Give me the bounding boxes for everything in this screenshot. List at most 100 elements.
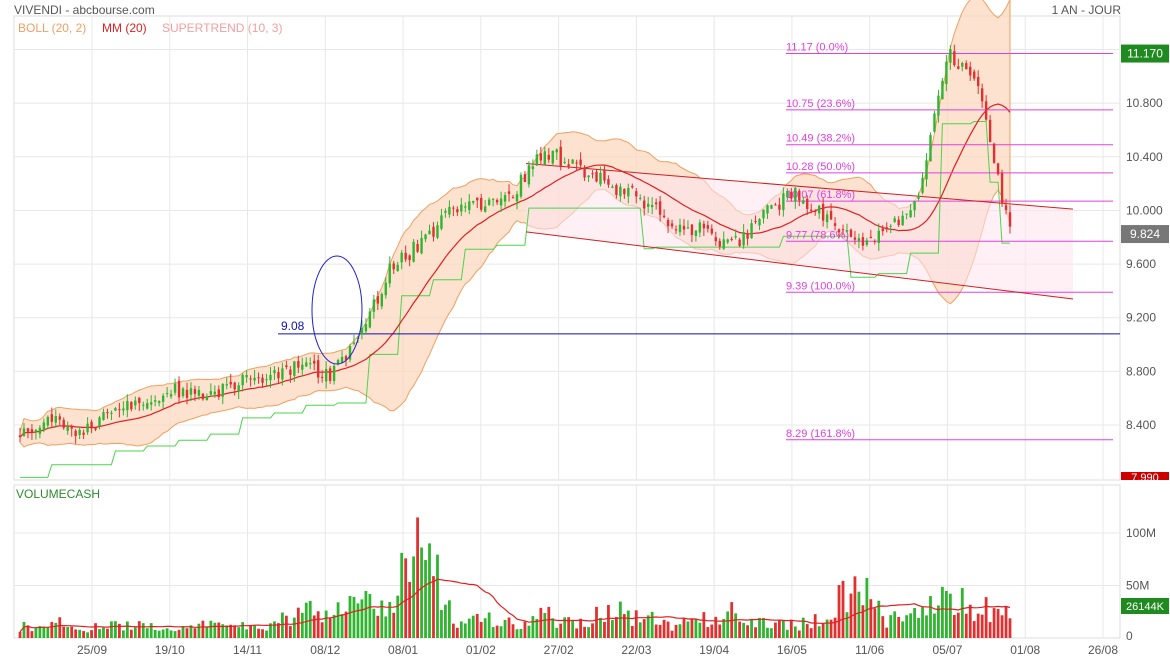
legend-mm[interactable]: MM (20) [102, 21, 147, 35]
volume-bar [869, 599, 873, 638]
volume-zero-label: 0 [1126, 629, 1133, 643]
candle-body [913, 201, 916, 211]
volume-bar [948, 593, 952, 638]
candle-body [221, 383, 224, 397]
price-tick-label: 9.200 [1126, 311, 1156, 325]
volume-bar [877, 600, 881, 638]
volume-bar [169, 630, 173, 638]
volume-bar [404, 558, 408, 638]
candle-body [694, 230, 698, 236]
candle-body [976, 76, 980, 87]
volume-bar [273, 621, 276, 638]
volume-bar [332, 614, 336, 638]
volume-bar [90, 630, 93, 638]
legend-volume[interactable]: VOLUMECASH [16, 487, 101, 501]
volume-bar [46, 626, 50, 638]
volume-bar [125, 621, 129, 638]
candle-body [1000, 172, 1004, 203]
candle-body [285, 365, 288, 367]
candle-body [18, 435, 22, 438]
candle-body [650, 204, 654, 208]
candle-body [953, 51, 956, 66]
current-price-badge-bg [1121, 225, 1169, 244]
volume-bar [1004, 606, 1008, 638]
legend-boll[interactable]: BOLL (20, 2) [18, 21, 87, 35]
candle-body [348, 346, 352, 360]
candle-body [750, 223, 753, 239]
last-price-badge-bg [1121, 44, 1169, 63]
candle-body [233, 382, 236, 390]
period-label[interactable]: 1 AN - JOUR [1051, 3, 1121, 17]
volume-bar [694, 618, 698, 638]
volume-bar [141, 623, 145, 638]
volume-bar [34, 628, 38, 638]
volume-bar [626, 610, 630, 638]
volume-bar [50, 621, 54, 638]
candle-body [372, 299, 376, 312]
volume-bar [237, 627, 241, 638]
volume-bar [738, 621, 742, 638]
volume-bar [638, 622, 642, 638]
volume-bar [70, 626, 74, 638]
x-tick-label: 11/06 [855, 643, 884, 657]
volume-bar [388, 601, 392, 638]
volume-bar [320, 622, 324, 638]
volume-bar [599, 617, 602, 638]
candle-body [587, 175, 590, 178]
volume-bar [376, 615, 380, 638]
volume-bar [364, 591, 368, 638]
candle-body [142, 404, 145, 406]
legend-supertrend[interactable]: SUPERTREND (10, 3) [162, 21, 283, 35]
candle-body [531, 166, 535, 170]
volume-bar [153, 629, 157, 638]
volume-bar [837, 585, 841, 638]
candle-body [619, 186, 622, 197]
volume-bar [292, 617, 296, 638]
candle-body [384, 282, 387, 296]
candle-body [973, 71, 976, 79]
candle-body [698, 222, 702, 233]
candle-body [42, 422, 46, 431]
candle-body [293, 361, 296, 376]
volume-bar [217, 622, 221, 638]
candle-body [150, 402, 153, 405]
volume-bar [956, 612, 960, 638]
price-tick-label: 8.400 [1126, 418, 1156, 432]
candle-body [495, 200, 499, 203]
candle-body [297, 361, 300, 368]
volume-bar [789, 619, 793, 638]
candle-body [253, 377, 256, 381]
volume-bar [718, 624, 722, 638]
candle-body [905, 213, 908, 215]
candle-body [980, 88, 984, 102]
candle-body [658, 201, 662, 215]
volume-bar [253, 625, 256, 638]
volume-bar [145, 628, 149, 638]
volume-bar [205, 626, 209, 638]
volume-bar [770, 628, 773, 638]
candle-body [237, 385, 240, 392]
volume-bar [269, 623, 272, 638]
volume-bar [129, 629, 133, 638]
volume-bar [26, 625, 30, 638]
volume-bar [416, 517, 419, 638]
channel-lower-line [525, 231, 1074, 300]
candle-body [30, 429, 34, 433]
candle-body [722, 239, 725, 249]
candle-body [229, 381, 232, 385]
candle-body [969, 66, 972, 76]
volume-bar [118, 623, 121, 638]
volume-bar [591, 623, 594, 638]
volume-bar [849, 593, 853, 638]
volume-bar [547, 606, 551, 638]
volume-bar [58, 617, 62, 638]
volume-bar [706, 627, 710, 638]
candle-body [782, 193, 785, 210]
volume-bar [793, 626, 797, 638]
candle-body [821, 203, 825, 221]
candle-body [885, 227, 888, 230]
volume-bar [499, 626, 503, 638]
candle-body [273, 370, 276, 374]
candle-body [666, 219, 670, 227]
